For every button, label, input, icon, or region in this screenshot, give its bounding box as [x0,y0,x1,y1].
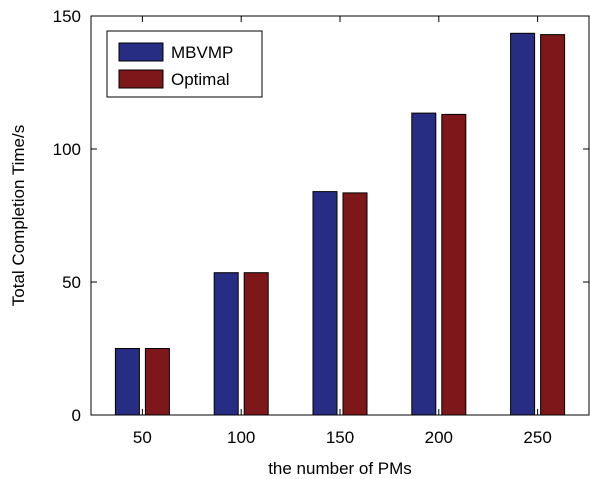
y-axis-label: Total Completion Time/s [9,125,28,306]
bar-mbvmp-150 [312,191,338,416]
bar-mbvmp-50 [114,348,140,416]
legend-label-optimal: Optimal [171,70,230,89]
y-tick-label: 0 [72,406,81,425]
legend-swatch-optimal [118,69,164,89]
y-tick-label: 50 [62,273,81,292]
y-tick-label: 150 [53,7,81,26]
bar-mbvmp-200 [411,112,437,416]
bar-mbvmp-100 [213,272,239,416]
x-axis-label: the number of PMs [268,459,412,478]
bars [114,32,566,416]
y-axis-ticks: 0 50 100 150 [53,7,589,425]
x-axis-ticks: 50 100 150 200 250 [133,16,552,447]
bar-optimal-250 [540,34,566,416]
bar-optimal-100 [243,272,269,416]
x-tick-label: 200 [425,428,453,447]
x-tick-label: 100 [227,428,255,447]
bar-optimal-50 [144,348,170,416]
legend-label-mbvmp: MBVMP [171,43,233,62]
x-tick-label: 50 [133,428,152,447]
x-tick-label: 150 [326,428,354,447]
bar-optimal-150 [342,192,368,416]
bar-optimal-200 [441,113,467,416]
legend-swatch-mbvmp [118,42,164,62]
bar-mbvmp-250 [510,32,536,416]
x-tick-label: 250 [523,428,551,447]
legend: MBVMP Optimal [106,30,263,98]
y-tick-label: 100 [53,140,81,159]
